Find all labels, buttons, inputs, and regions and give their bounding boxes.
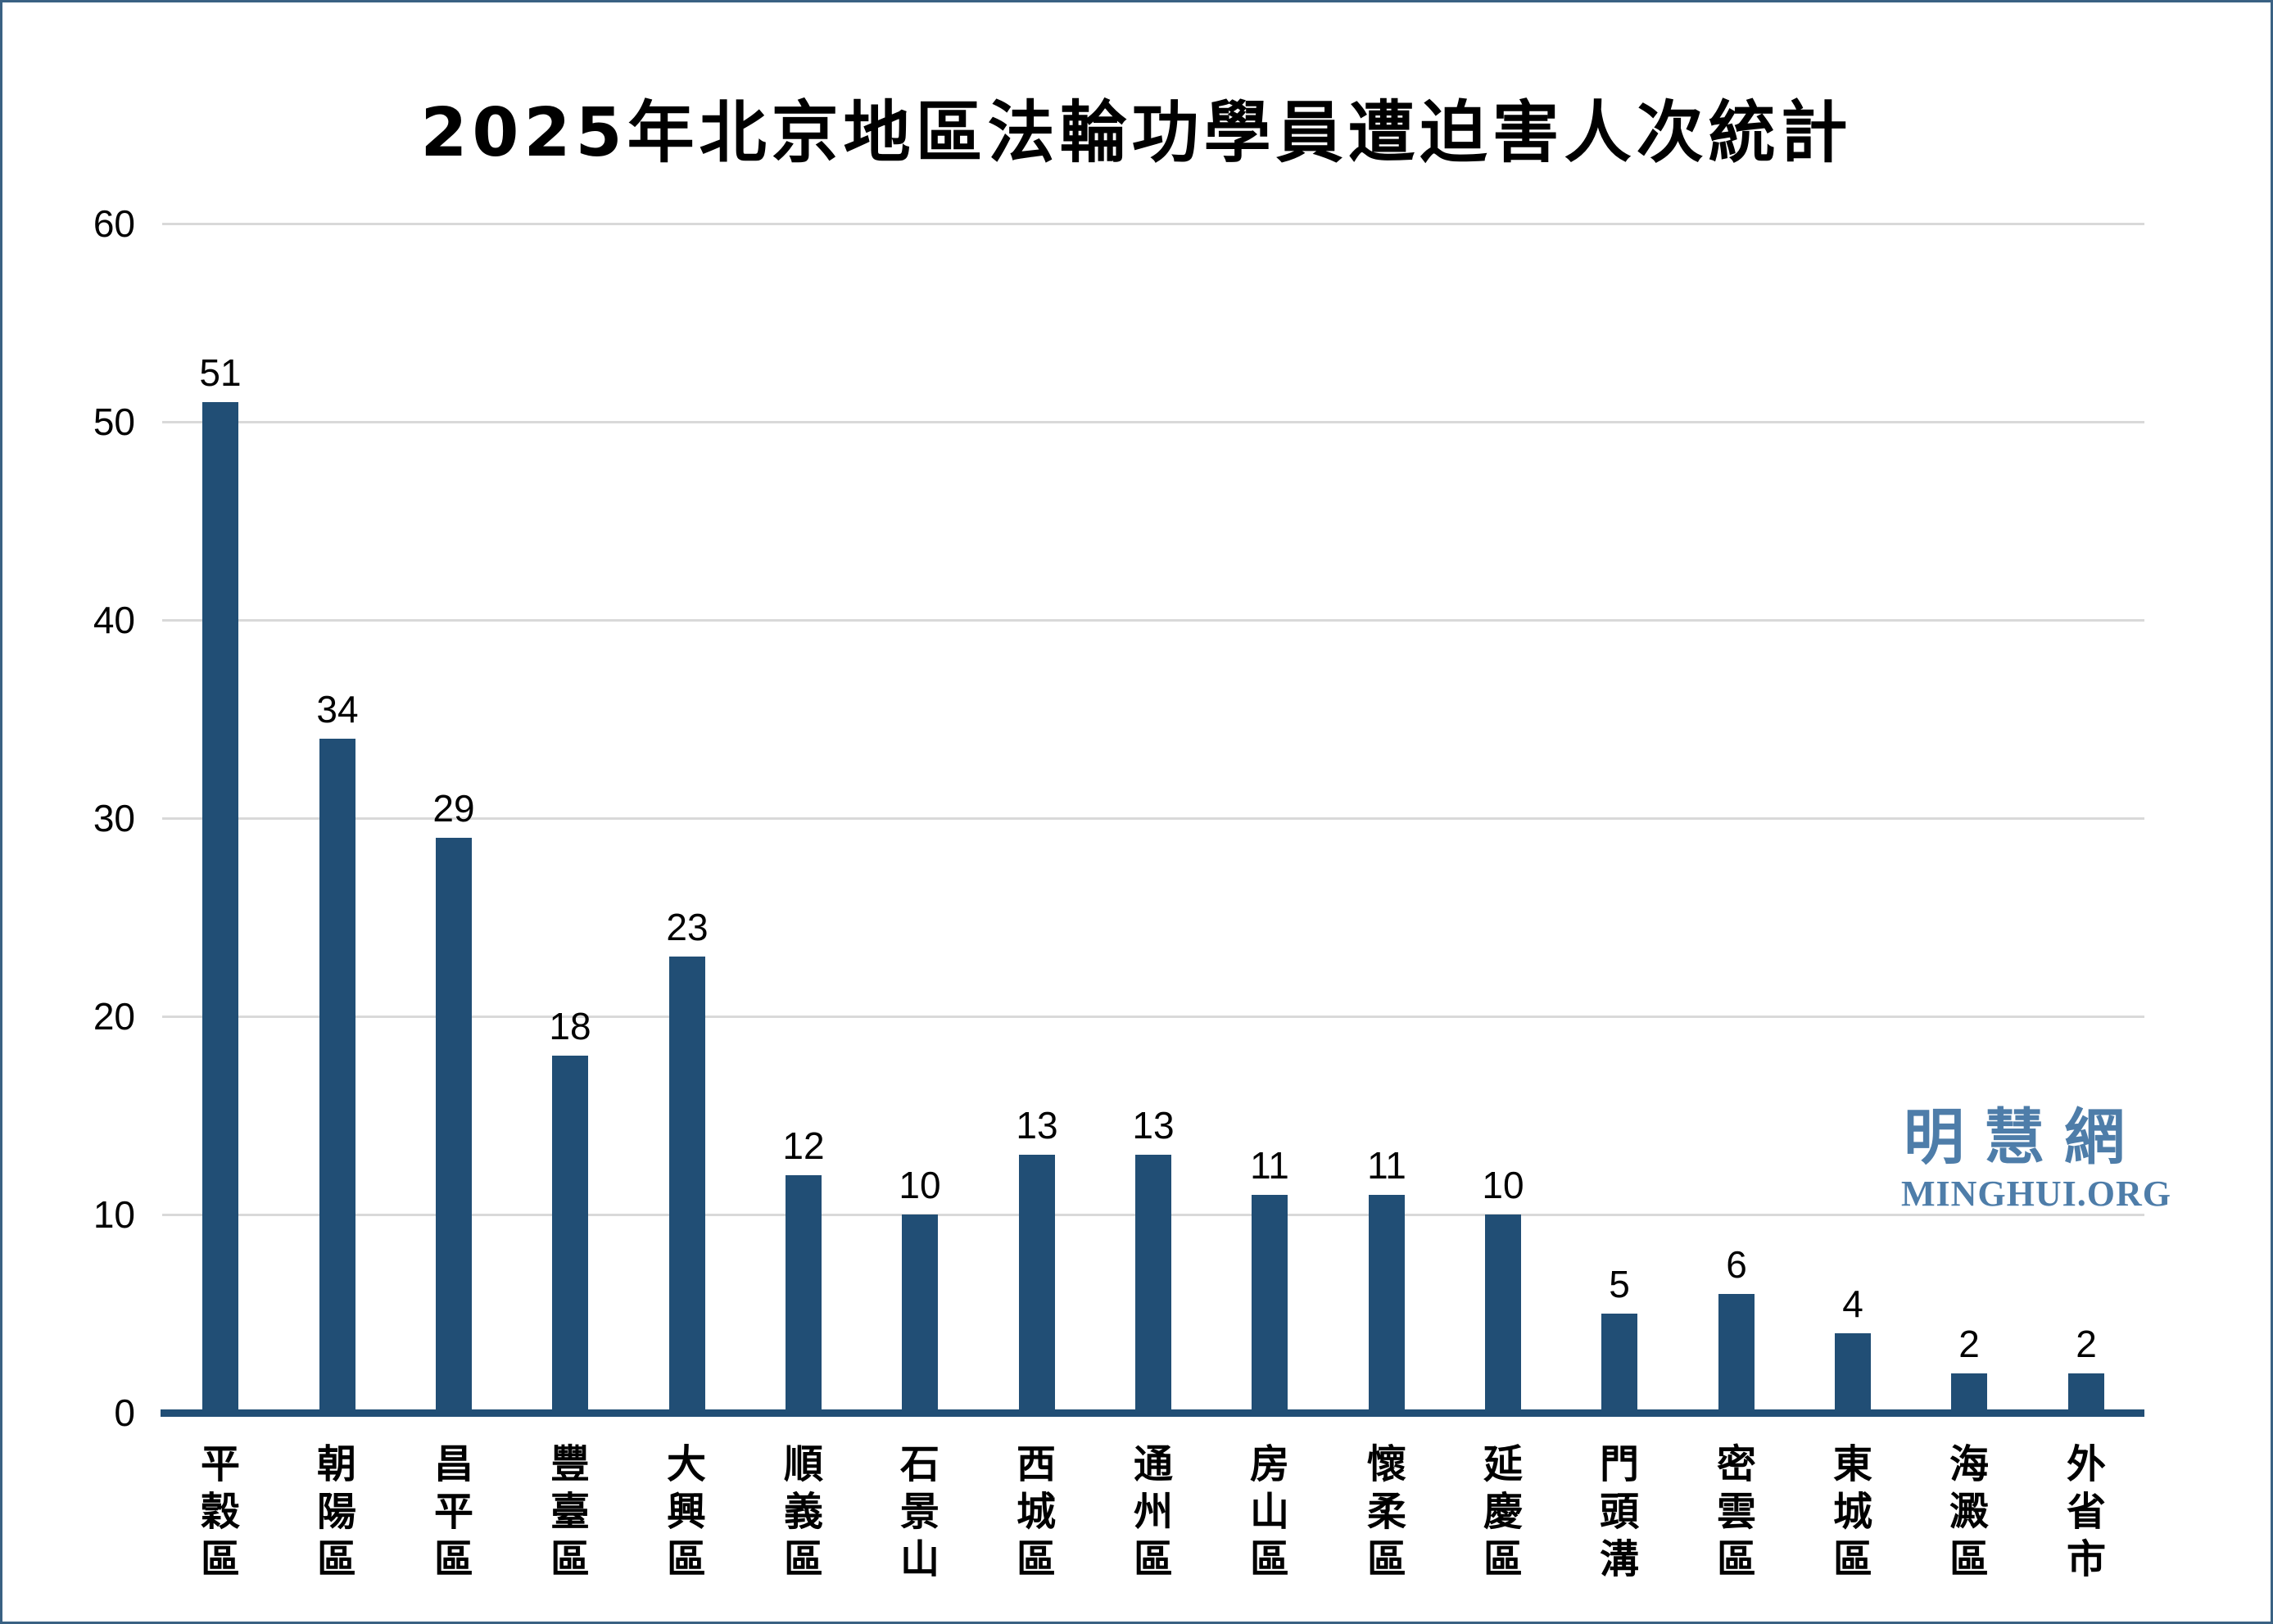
category-label: 通州區 [1133, 1441, 1173, 1582]
category-label: 房山區 [1249, 1441, 1289, 1582]
gridline [162, 421, 2144, 423]
bar-value-label: 4 [1842, 1282, 1863, 1325]
bar-value-label: 10 [899, 1164, 941, 1206]
bar [786, 1175, 822, 1413]
bar-value-label: 29 [432, 787, 475, 830]
bar-value-label: 5 [1609, 1263, 1630, 1305]
minghui-watermark: 明慧網 MINGHUI.ORG [1901, 1102, 2171, 1214]
bar [2068, 1373, 2104, 1413]
bar [319, 739, 355, 1413]
category-label: 門頭溝 [1599, 1441, 1639, 1582]
category-label: 延慶區 [1483, 1441, 1523, 1582]
bar-value-label: 6 [1726, 1243, 1747, 1286]
bar [1019, 1155, 1055, 1413]
gridline [162, 817, 2144, 820]
gridline [162, 223, 2144, 225]
y-axis-tick-label: 30 [93, 797, 135, 839]
bar-value-label: 18 [549, 1005, 591, 1047]
category-label: 順義區 [783, 1441, 823, 1582]
category-label: 豐臺區 [550, 1441, 590, 1582]
chart-title: 2025年北京地區法輪功學員遭迫害人次統計 [420, 94, 1853, 172]
bar [436, 838, 472, 1413]
bar-value-label: 10 [1482, 1164, 1524, 1206]
bar-value-label: 11 [1367, 1144, 1406, 1187]
bar [1485, 1215, 1521, 1413]
watermark-cjk-text: 明慧網 [1904, 1102, 2144, 1173]
category-label: 石景山 [899, 1441, 940, 1582]
bar [1135, 1155, 1171, 1413]
bar [1601, 1314, 1637, 1413]
category-label: 西城區 [1016, 1441, 1056, 1582]
bar-value-label: 34 [316, 688, 359, 731]
bar-value-label: 2 [2076, 1323, 2097, 1365]
y-axis-tick-label: 40 [93, 599, 135, 641]
bar-value-label: 13 [1016, 1104, 1058, 1147]
bar [669, 957, 705, 1413]
y-axis-tick-label: 0 [114, 1391, 135, 1434]
bar [1718, 1294, 1755, 1413]
category-label: 東城區 [1832, 1441, 1872, 1582]
category-label: 懷柔區 [1366, 1441, 1406, 1582]
y-axis-tick-label: 10 [93, 1193, 135, 1236]
x-axis-line [161, 1409, 2144, 1417]
category-label: 平穀區 [200, 1441, 240, 1582]
bar [1835, 1333, 1871, 1413]
bar [1252, 1195, 1288, 1413]
bar-value-label: 51 [199, 351, 242, 394]
gridline [162, 1016, 2144, 1018]
gridline [162, 619, 2144, 622]
bar-value-label: 11 [1250, 1144, 1289, 1187]
bar-value-label: 23 [666, 906, 709, 948]
bar [552, 1056, 588, 1413]
y-axis-tick-label: 20 [93, 995, 135, 1038]
bar-value-label: 2 [1958, 1323, 1980, 1365]
y-axis-tick-label: 60 [93, 202, 135, 245]
watermark-latin-text: MINGHUI.ORG [1901, 1174, 2171, 1214]
bar [1369, 1195, 1405, 1413]
bar-value-label: 12 [782, 1124, 825, 1167]
bar [202, 402, 238, 1413]
bar-value-label: 13 [1132, 1104, 1175, 1147]
y-axis-tick-label: 50 [93, 400, 135, 443]
category-label: 昌平區 [433, 1441, 473, 1582]
bar [902, 1215, 938, 1413]
bar [1951, 1373, 1987, 1413]
category-label: 大興區 [666, 1441, 706, 1582]
category-label: 海澱區 [1949, 1441, 1989, 1582]
category-label: 密雲區 [1716, 1441, 1756, 1582]
category-label: 外省市 [2066, 1441, 2106, 1582]
category-label: 朝陽區 [316, 1441, 356, 1582]
